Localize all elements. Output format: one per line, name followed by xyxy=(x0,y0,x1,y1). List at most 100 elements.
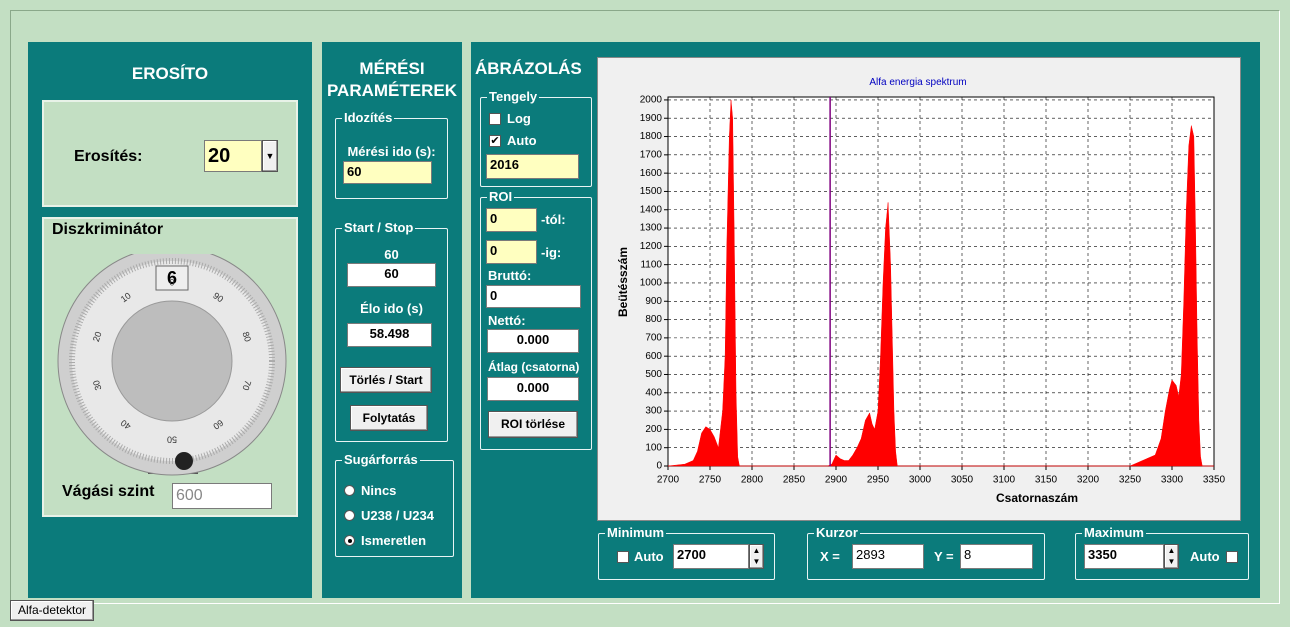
spin-button[interactable]: ▲▼ xyxy=(1164,544,1179,569)
group-label: Diszkriminátor xyxy=(52,221,163,239)
app-window: Alfa-detektor EROSÍTO Erosítés: 20 ▼ Dis… xyxy=(0,0,1290,627)
gain-box: Erosítés: 20 ▼ xyxy=(42,100,298,207)
y-tick-label: 1300 xyxy=(640,223,663,234)
x-tick-label: 2950 xyxy=(867,475,890,486)
dropdown-button[interactable]: ▼ xyxy=(262,140,278,172)
radio[interactable] xyxy=(344,535,355,546)
net-label: Nettó: xyxy=(488,313,526,328)
max-field[interactable]: 3350 xyxy=(1084,544,1164,569)
y-tick-label: 1900 xyxy=(640,113,663,124)
real-label: 60 xyxy=(336,247,447,262)
y-label: Y = xyxy=(934,549,954,564)
gain-combo[interactable]: 20 xyxy=(204,140,262,172)
y-tick-label: 1500 xyxy=(640,186,663,197)
gross-field[interactable]: 0 xyxy=(486,285,581,308)
plot-area xyxy=(668,97,1214,466)
y-tick-label: 300 xyxy=(645,406,662,417)
roi-from-field[interactable]: 0 xyxy=(486,208,537,232)
time-field[interactable]: 60 xyxy=(343,161,432,184)
y-tick-label: 500 xyxy=(645,369,662,380)
amplifier-panel: EROSÍTO Erosítés: 20 ▼ Diszkriminátor Vá… xyxy=(28,42,312,598)
y-tick-label: 1800 xyxy=(640,131,663,142)
min-field[interactable]: 2700 xyxy=(673,544,749,569)
group-label: Start / Stop xyxy=(342,220,415,236)
y-tick-label: 900 xyxy=(645,296,662,307)
axis-group: Tengely Log ✔ Auto 2016 xyxy=(480,97,592,187)
x-label: X = xyxy=(820,549,840,564)
x-tick-label: 3050 xyxy=(951,475,974,486)
params-panel: MÉRÉSI PARAMÉTEREK Idozítés Mérési ido (… xyxy=(322,42,462,598)
group-label: Maximum xyxy=(1082,525,1146,541)
dial-lock xyxy=(175,452,193,470)
group-label: Tengely xyxy=(487,89,539,105)
y-tick-label: 100 xyxy=(645,442,662,453)
y-tick-label: 1000 xyxy=(640,278,663,289)
clear-start-button[interactable]: Törlés / Start xyxy=(340,367,432,393)
x-tick-label: 2750 xyxy=(699,475,722,486)
dial-scale-label: 50 xyxy=(167,435,177,445)
auto-checkbox[interactable]: ✔ xyxy=(489,135,501,147)
chart-title: Alfa energia spektrum xyxy=(869,77,966,88)
x-tick-label: 3300 xyxy=(1161,475,1184,486)
live-field[interactable]: 58.498 xyxy=(347,323,432,347)
panel-title: ÁBRÁZOLÁS xyxy=(475,59,581,79)
cut-label: Vágási szint xyxy=(62,483,154,501)
spin-button[interactable]: ▲▼ xyxy=(749,544,764,569)
chart: Alfa energia spektrum Csatornaszám Beüté… xyxy=(597,57,1241,521)
avg-field[interactable]: 0.000 xyxy=(487,377,579,401)
x-tick-label: 3100 xyxy=(993,475,1016,486)
radio-label: Ismeretlen xyxy=(361,533,426,548)
y-axis-label: Beütésszám xyxy=(616,247,630,317)
radio-label: Nincs xyxy=(361,483,396,498)
y-tick-label: 1200 xyxy=(640,241,663,252)
live-label: Élo ido (s) xyxy=(336,301,447,316)
group-label: Kurzor xyxy=(814,525,860,541)
x-tick-label: 2850 xyxy=(783,475,806,486)
startstop-group: Start / Stop 60 60 Élo ido (s) 58.498 Tö… xyxy=(335,228,448,442)
ymax-field[interactable]: 2016 xyxy=(486,154,579,179)
dial-inner xyxy=(112,301,232,421)
net-field[interactable]: 0.000 xyxy=(487,329,579,353)
continue-button[interactable]: Folytatás xyxy=(350,405,428,431)
y-tick-label: 1600 xyxy=(640,168,663,179)
roi-group: ROI 0 -tól: 0 -ig: Bruttó: 0 Nettó: 0.00… xyxy=(480,197,592,450)
time-label: Mérési ido (s): xyxy=(336,144,447,159)
maximum-group: Maximum 3350 ▲▼ Auto xyxy=(1075,533,1249,580)
log-checkbox[interactable] xyxy=(489,113,501,125)
real-field[interactable]: 60 xyxy=(347,263,436,287)
source-group: Sugárforrás NincsU238 / U234Ismeretlen xyxy=(335,460,454,557)
y-tick-label: 600 xyxy=(645,351,662,362)
radio[interactable] xyxy=(344,485,355,496)
y-tick-label: 2000 xyxy=(640,95,663,106)
avg-label: Átlag (csatorna) xyxy=(488,360,579,374)
y-tick-label: 1400 xyxy=(640,204,663,215)
y-tick-label: 1100 xyxy=(640,259,662,270)
y-tick-label: 400 xyxy=(645,387,662,398)
gross-label: Bruttó: xyxy=(488,268,531,283)
roi-to-field[interactable]: 0 xyxy=(486,240,537,264)
x-tick-label: 3350 xyxy=(1203,475,1226,486)
max-auto-checkbox[interactable] xyxy=(1226,551,1238,563)
y-tick-label: 1700 xyxy=(640,149,663,160)
group-label: Idozítés xyxy=(342,110,394,126)
cursor-y-field[interactable]: 8 xyxy=(960,544,1033,569)
minimum-group: Minimum Auto 2700 ▲▼ xyxy=(598,533,775,580)
cursor-x-field[interactable]: 2893 xyxy=(852,544,924,569)
x-tick-label: 3000 xyxy=(909,475,932,486)
y-tick-label: 0 xyxy=(656,461,662,472)
tab[interactable]: Alfa-detektor xyxy=(10,600,94,621)
roi-clear-button[interactable]: ROI törlése xyxy=(488,411,578,438)
dial-scale-label: 0 xyxy=(169,277,174,287)
cut-field[interactable]: 600 xyxy=(172,483,272,509)
panel-title: EROSÍTO xyxy=(28,64,312,84)
x-tick-label: 3150 xyxy=(1035,475,1058,486)
x-tick-label: 2900 xyxy=(825,475,848,486)
panel-title: MÉRÉSI PARAMÉTEREK xyxy=(322,58,462,102)
group-label: ROI xyxy=(487,189,514,205)
min-auto-checkbox[interactable] xyxy=(617,551,629,563)
radio[interactable] xyxy=(344,510,355,521)
x-tick-label: 3250 xyxy=(1119,475,1142,486)
timing-group: Idozítés Mérési ido (s): 60 xyxy=(335,118,448,199)
y-tick-label: 700 xyxy=(645,333,662,344)
